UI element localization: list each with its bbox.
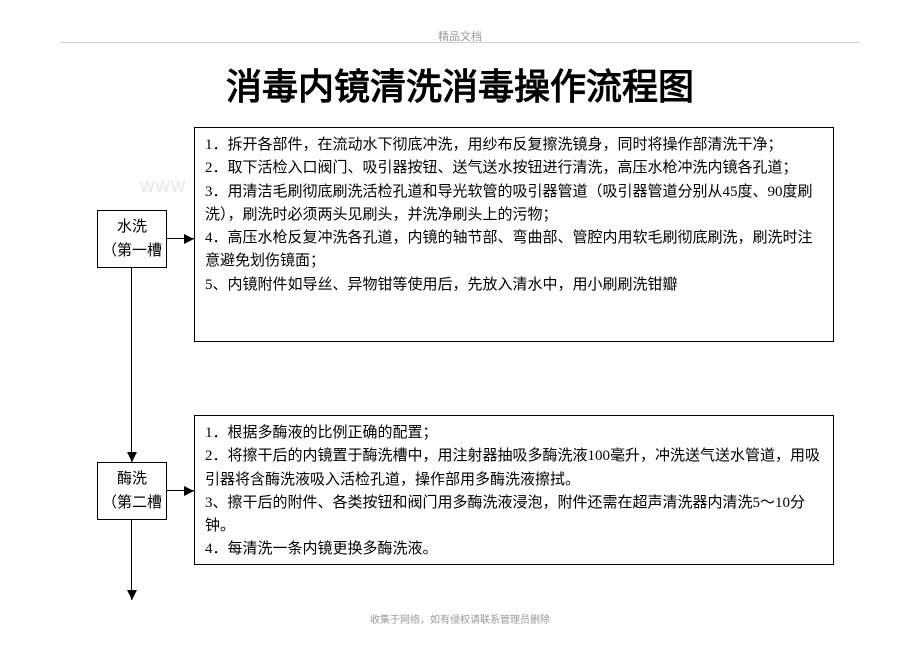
- content-line: 2．将擦干后的内镜置于酶洗槽中，用注射器抽吸多酶洗液100毫升，冲洗送气送水管道…: [205, 445, 823, 492]
- arrow-head-down-2: [127, 590, 137, 600]
- step2-content-box: 1．根据多酶液的比例正确的配置；2．将擦干后的内镜置于酶洗槽中，用注射器抽吸多酶…: [194, 415, 834, 565]
- step2-label-line1: 酶洗: [117, 467, 147, 491]
- arrow-step2-down: [131, 520, 132, 600]
- content-line: 3．用清洁毛刷彻底刷洗活检孔道和导光软管的吸引器管道（吸引器管道分别从45度、9…: [205, 181, 823, 228]
- content-line: 1．拆开各部件，在流动水下彻底冲洗，用纱布反复擦洗镜身，同时将操作部清洗干净；: [205, 134, 823, 157]
- step1-content-box: 1．拆开各部件，在流动水下彻底冲洗，用纱布反复擦洗镜身，同时将操作部清洗干净；2…: [194, 127, 834, 342]
- step2-label-box: 酶洗 （第二槽: [97, 462, 167, 520]
- footer-label: 收集于网络，如有侵权请联系管理员删除: [370, 611, 550, 626]
- content-line: 4．高压水枪反复冲洗各孔道，内镜的轴节部、弯曲部、管腔内用软毛刷彻底刷洗，刷洗时…: [205, 227, 823, 274]
- step1-label-line2: （第一槽: [102, 239, 162, 263]
- header-divider: [60, 42, 860, 43]
- arrow-step1-to-step2: [131, 268, 132, 462]
- step1-label-box: 水洗 （第一槽: [97, 210, 167, 268]
- arrow-head-right-1: [184, 234, 194, 244]
- content-line: 2．取下活检入口阀门、吸引器按钮、送气送水按钮进行清洗，高压水枪冲洗内镜各孔道；: [205, 157, 823, 180]
- arrow-head-right-2: [184, 486, 194, 496]
- step1-label-line1: 水洗: [117, 215, 147, 239]
- arrow-head-down-1: [127, 452, 137, 462]
- content-line: 5、内镜附件如导丝、异物钳等使用后，先放入清水中，用小刷刷洗钳瓣: [205, 274, 823, 297]
- page-title: 消毒内镜清洗消毒操作流程图: [226, 58, 694, 110]
- content-line: 1．根据多酶液的比例正确的配置；: [205, 422, 823, 445]
- content-line: 4．每清洗一条内镜更换多酶洗液。: [205, 538, 823, 561]
- watermark-text: www: [140, 175, 186, 198]
- step2-label-line2: （第二槽: [102, 491, 162, 515]
- content-line: 3、擦干后的附件、各类按钮和阀门用多酶洗液浸泡，附件还需在超声清洗器内清洗5～1…: [205, 492, 823, 539]
